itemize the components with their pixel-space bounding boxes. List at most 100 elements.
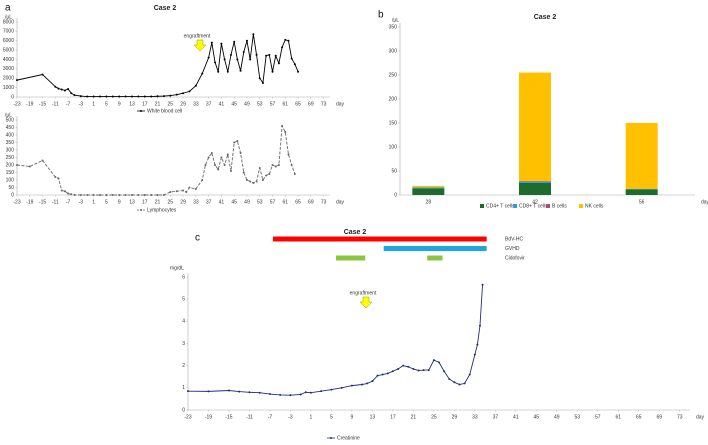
data-point (268, 173, 271, 175)
y-tick-label: 400 (6, 132, 15, 138)
data-point (54, 85, 57, 88)
y-tick-label: 1 (182, 385, 185, 391)
data-point (70, 92, 73, 95)
data-point (287, 153, 290, 156)
x-tick-label: -7 (66, 199, 71, 205)
legend-swatch (546, 204, 550, 208)
legend-label: White blood cell (147, 108, 182, 114)
x-tick-label: 65 (295, 199, 301, 205)
x-tick-label: 28 (426, 199, 432, 205)
data-point (281, 125, 284, 127)
x-tick-label: 1 (310, 414, 313, 420)
period-label: GVHD (505, 246, 520, 252)
data-point (188, 90, 191, 93)
y-tick-label: 0 (11, 192, 14, 198)
data-point (481, 283, 484, 286)
x-tick-label: -11 (246, 414, 253, 420)
data-point (226, 70, 229, 73)
data-point (143, 194, 146, 196)
data-point (242, 51, 245, 53)
data-point (236, 140, 239, 142)
x-tick-label: -15 (39, 199, 46, 205)
x-axis-label: day (696, 414, 705, 420)
data-point (443, 370, 446, 373)
bar-segment (625, 123, 658, 189)
x-tick-label: 53 (257, 199, 263, 205)
x-tick-label: 73 (321, 199, 327, 205)
period-label: BdV-HC (505, 236, 523, 242)
x-tick-label: 17 (142, 199, 148, 205)
y-tick-label: 350 (6, 140, 15, 146)
bar-segment (519, 183, 551, 195)
data-point (41, 73, 44, 76)
y-tick-label: 3 (182, 341, 185, 347)
legend-swatch (513, 204, 517, 208)
data-point (279, 393, 282, 396)
x-tick-label: 65 (295, 101, 301, 107)
legend-marker (140, 110, 142, 112)
data-point (79, 194, 82, 196)
data-point (468, 373, 471, 376)
data-point (63, 190, 66, 193)
data-point (175, 190, 178, 193)
data-point (274, 165, 277, 168)
x-tick-label: 49 (244, 101, 250, 107)
data-point (290, 57, 293, 60)
data-point (67, 88, 70, 91)
y-tick-label: 7000 (3, 29, 14, 35)
y-tick-label: 200 (389, 96, 398, 102)
data-point (156, 194, 159, 196)
period-label: Cidofovir (505, 255, 525, 261)
bar-segment (412, 187, 445, 189)
data-point (130, 95, 133, 98)
y-tick-label: 6 (182, 274, 185, 280)
data-point (391, 370, 394, 373)
data-point (361, 383, 364, 386)
data-point (169, 94, 172, 97)
data-point (28, 165, 31, 168)
data-point (258, 77, 261, 80)
data-point (60, 189, 63, 192)
data-point (210, 152, 213, 154)
data-point (299, 393, 302, 396)
x-tick-label: 41 (219, 101, 225, 107)
period-bar (273, 236, 487, 242)
data-point (92, 194, 95, 196)
data-point (201, 72, 204, 75)
x-tick-label: -19 (205, 414, 212, 420)
data-point (397, 367, 400, 370)
data-point (340, 386, 343, 389)
data-point (156, 95, 159, 98)
bar-segment (519, 72, 551, 182)
x-tick-label: 21 (155, 101, 161, 107)
data-point (453, 381, 456, 384)
data-point (245, 179, 248, 181)
x-tick-label: 37 (493, 414, 499, 420)
bar-segment (519, 181, 551, 183)
x-tick-label: 25 (431, 414, 437, 420)
x-tick-label: 45 (231, 101, 237, 107)
data-point (182, 189, 185, 192)
y-axis-label: /µL (5, 112, 12, 118)
x-tick-label: 9 (118, 199, 121, 205)
data-point (63, 89, 66, 92)
y-tick-label: 5000 (3, 47, 14, 53)
data-point (111, 194, 114, 196)
x-tick-label: 69 (656, 414, 662, 420)
data-point (233, 141, 236, 144)
data-point (473, 353, 476, 356)
data-point (86, 95, 89, 98)
x-tick-label: 61 (283, 101, 289, 107)
annotation: engraftment (184, 33, 211, 39)
data-point (265, 174, 268, 177)
data-point (229, 53, 232, 56)
x-tick-label: 65 (636, 414, 642, 420)
bar-segment (412, 185, 445, 188)
x-tick-label: 61 (283, 199, 289, 205)
y-tick-label: 0 (394, 192, 397, 198)
y-tick-label: 8000 (3, 19, 14, 25)
x-tick-label: 33 (193, 199, 199, 205)
x-tick-label: -23 (13, 199, 20, 205)
data-point (284, 131, 287, 133)
data-line (16, 34, 299, 97)
